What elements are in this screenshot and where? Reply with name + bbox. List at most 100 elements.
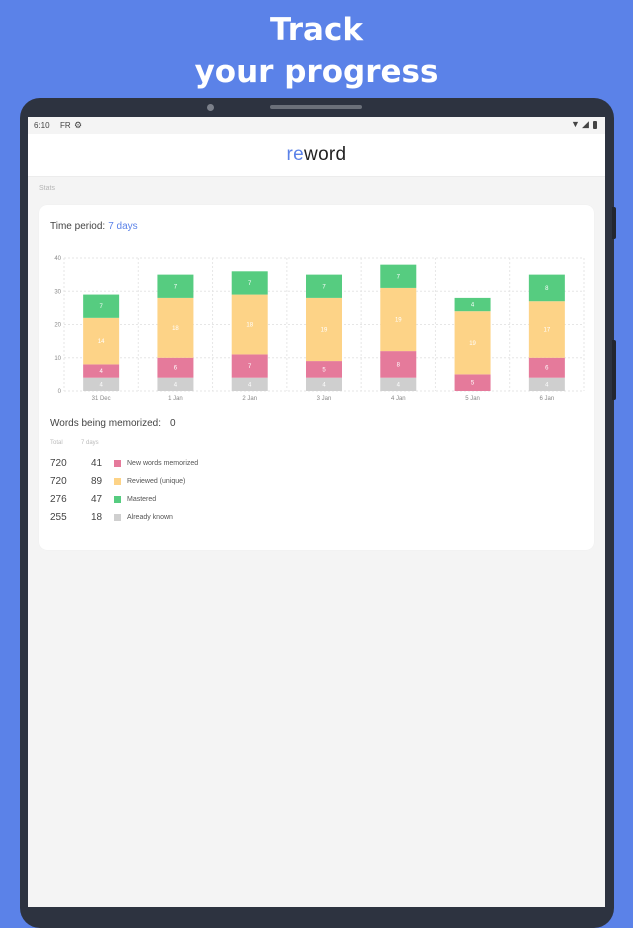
bar-segment bbox=[157, 274, 194, 298]
bar-value-label: 7 bbox=[248, 281, 252, 287]
bar-segment bbox=[454, 311, 491, 375]
bar-value-label: 19 bbox=[321, 327, 328, 333]
time-period-label: Time period: bbox=[50, 221, 106, 232]
bar-value-label: 4 bbox=[248, 382, 252, 388]
bar-value-label: 6 bbox=[174, 366, 178, 372]
x-tick-label: 2 Jan bbox=[242, 396, 257, 402]
bar-segment bbox=[306, 297, 342, 362]
app-logo: reword bbox=[28, 144, 605, 166]
logo-word: word bbox=[304, 144, 347, 165]
bar-value-label: 7 bbox=[397, 274, 401, 280]
bar-segment bbox=[306, 377, 342, 391]
x-tick-label: 31 Dec bbox=[92, 396, 111, 402]
power-button bbox=[612, 340, 616, 400]
x-tick-label: 3 Jan bbox=[317, 396, 332, 402]
legend-label: Already known bbox=[127, 514, 173, 521]
y-tick-label: 20 bbox=[54, 323, 61, 329]
legend-total: 255 bbox=[50, 512, 67, 523]
bar-segment bbox=[528, 377, 565, 391]
words-memorized-label: Words being memorized: bbox=[50, 418, 161, 429]
promo-title-line1: Track bbox=[270, 12, 363, 48]
bar-value-label: 8 bbox=[397, 362, 401, 368]
bar-value-label: 4 bbox=[322, 382, 326, 388]
stacked-bar-chart: 0 10 20 30 40 4 4 14 7 31 Dec 4 6 18 7 1 Jan 4 7 18 7 2 Jan… bbox=[54, 256, 585, 402]
bar-segment bbox=[528, 274, 565, 302]
bar-value-label: 7 bbox=[248, 364, 252, 370]
bar-value-label: 4 bbox=[174, 382, 178, 388]
bar-value-label: 5 bbox=[322, 367, 326, 373]
volume-button bbox=[612, 207, 616, 239]
legend-total: 720 bbox=[50, 458, 67, 469]
bar-value-label: 14 bbox=[98, 339, 105, 345]
x-tick-label: 4 Jan bbox=[391, 396, 406, 402]
legend-swatch bbox=[114, 478, 121, 485]
legend-swatch bbox=[114, 460, 121, 467]
bar-value-label: 4 bbox=[545, 382, 549, 388]
legend-7-days: 18 bbox=[91, 512, 103, 523]
legend-swatch bbox=[114, 514, 121, 521]
bar-value-label: 18 bbox=[246, 323, 253, 329]
x-tick-label: 5 Jan bbox=[465, 396, 480, 402]
time-period-selector[interactable]: Time period: 7 days bbox=[50, 221, 138, 232]
sync-icon: ⚙ bbox=[74, 120, 83, 130]
bar-segment bbox=[454, 374, 491, 391]
speaker-grille bbox=[270, 105, 362, 109]
bar-segment bbox=[231, 271, 268, 295]
bar-value-label: 19 bbox=[469, 341, 476, 347]
legend-7-days: 41 bbox=[91, 458, 103, 469]
bar-segment bbox=[231, 377, 268, 391]
bar-segment bbox=[528, 301, 565, 358]
bar-value-label: 4 bbox=[471, 303, 475, 309]
section-label: Stats bbox=[39, 185, 55, 192]
status-carrier: FR bbox=[60, 121, 71, 130]
words-memorized: Words being memorized: 0 bbox=[50, 418, 176, 429]
bar-segment bbox=[83, 364, 120, 378]
bar-value-label: 6 bbox=[545, 366, 549, 372]
legend-row: 720 89 Reviewed (unique) bbox=[39, 476, 339, 492]
header-total: Total bbox=[50, 440, 63, 446]
bar-segment bbox=[306, 361, 342, 378]
legend-7-days: 47 bbox=[91, 494, 103, 505]
legend-row: 276 47 Mastered bbox=[39, 494, 339, 510]
stats-card: Time period: 7 days 0 10 20 30 40 4 4 14 7 31 Dec 4… bbox=[39, 205, 594, 550]
bar-value-label: 4 bbox=[99, 382, 103, 388]
legend-label: Mastered bbox=[127, 496, 157, 503]
time-period-value[interactable]: 7 days bbox=[108, 221, 138, 232]
bar-segment bbox=[83, 294, 120, 318]
device-screen: 6:10 FR ⚙ ▼ ◢ reword Stats Time period: 7… bbox=[28, 117, 605, 907]
legend-row: 720 41 New words memorized bbox=[39, 458, 339, 474]
bar-segment bbox=[157, 377, 194, 391]
x-tick-label: 1 Jan bbox=[168, 396, 183, 402]
bar-segment bbox=[157, 297, 194, 358]
status-time: 6:10 bbox=[34, 121, 50, 130]
bar-segment bbox=[380, 287, 417, 352]
bar-value-label: 19 bbox=[395, 318, 402, 324]
bar-segment bbox=[157, 357, 194, 378]
legend-total: 720 bbox=[50, 476, 67, 487]
legend-label: Reviewed (unique) bbox=[127, 478, 186, 485]
legend-swatch bbox=[114, 496, 121, 503]
bar-segment bbox=[231, 354, 268, 378]
bar-value-label: 8 bbox=[545, 286, 549, 292]
y-tick-label: 40 bbox=[54, 256, 61, 262]
bar-value-label: 17 bbox=[544, 327, 551, 333]
bar-value-label: 18 bbox=[172, 326, 179, 332]
bar-value-label: 4 bbox=[99, 369, 103, 375]
camera-icon bbox=[207, 104, 214, 111]
y-tick-label: 30 bbox=[54, 289, 61, 295]
legend-total: 276 bbox=[50, 494, 67, 505]
legend-label: New words memorized bbox=[127, 460, 199, 467]
bar-value-label: 4 bbox=[397, 382, 401, 388]
bar-segment bbox=[306, 274, 342, 298]
logo-re: re bbox=[286, 144, 305, 165]
bar-segment bbox=[83, 377, 120, 391]
bar-segment bbox=[380, 351, 417, 378]
bar-segment bbox=[380, 264, 417, 288]
bar-segment bbox=[380, 377, 417, 391]
bar-value-label: 7 bbox=[99, 304, 103, 310]
bar-segment bbox=[528, 357, 565, 378]
bar-value-label: 5 bbox=[471, 381, 475, 387]
bar-value-label: 7 bbox=[322, 284, 326, 290]
status-bar: 6:10 FR ⚙ ▼ ◢ bbox=[28, 117, 605, 134]
x-tick-label: 6 Jan bbox=[540, 396, 555, 402]
